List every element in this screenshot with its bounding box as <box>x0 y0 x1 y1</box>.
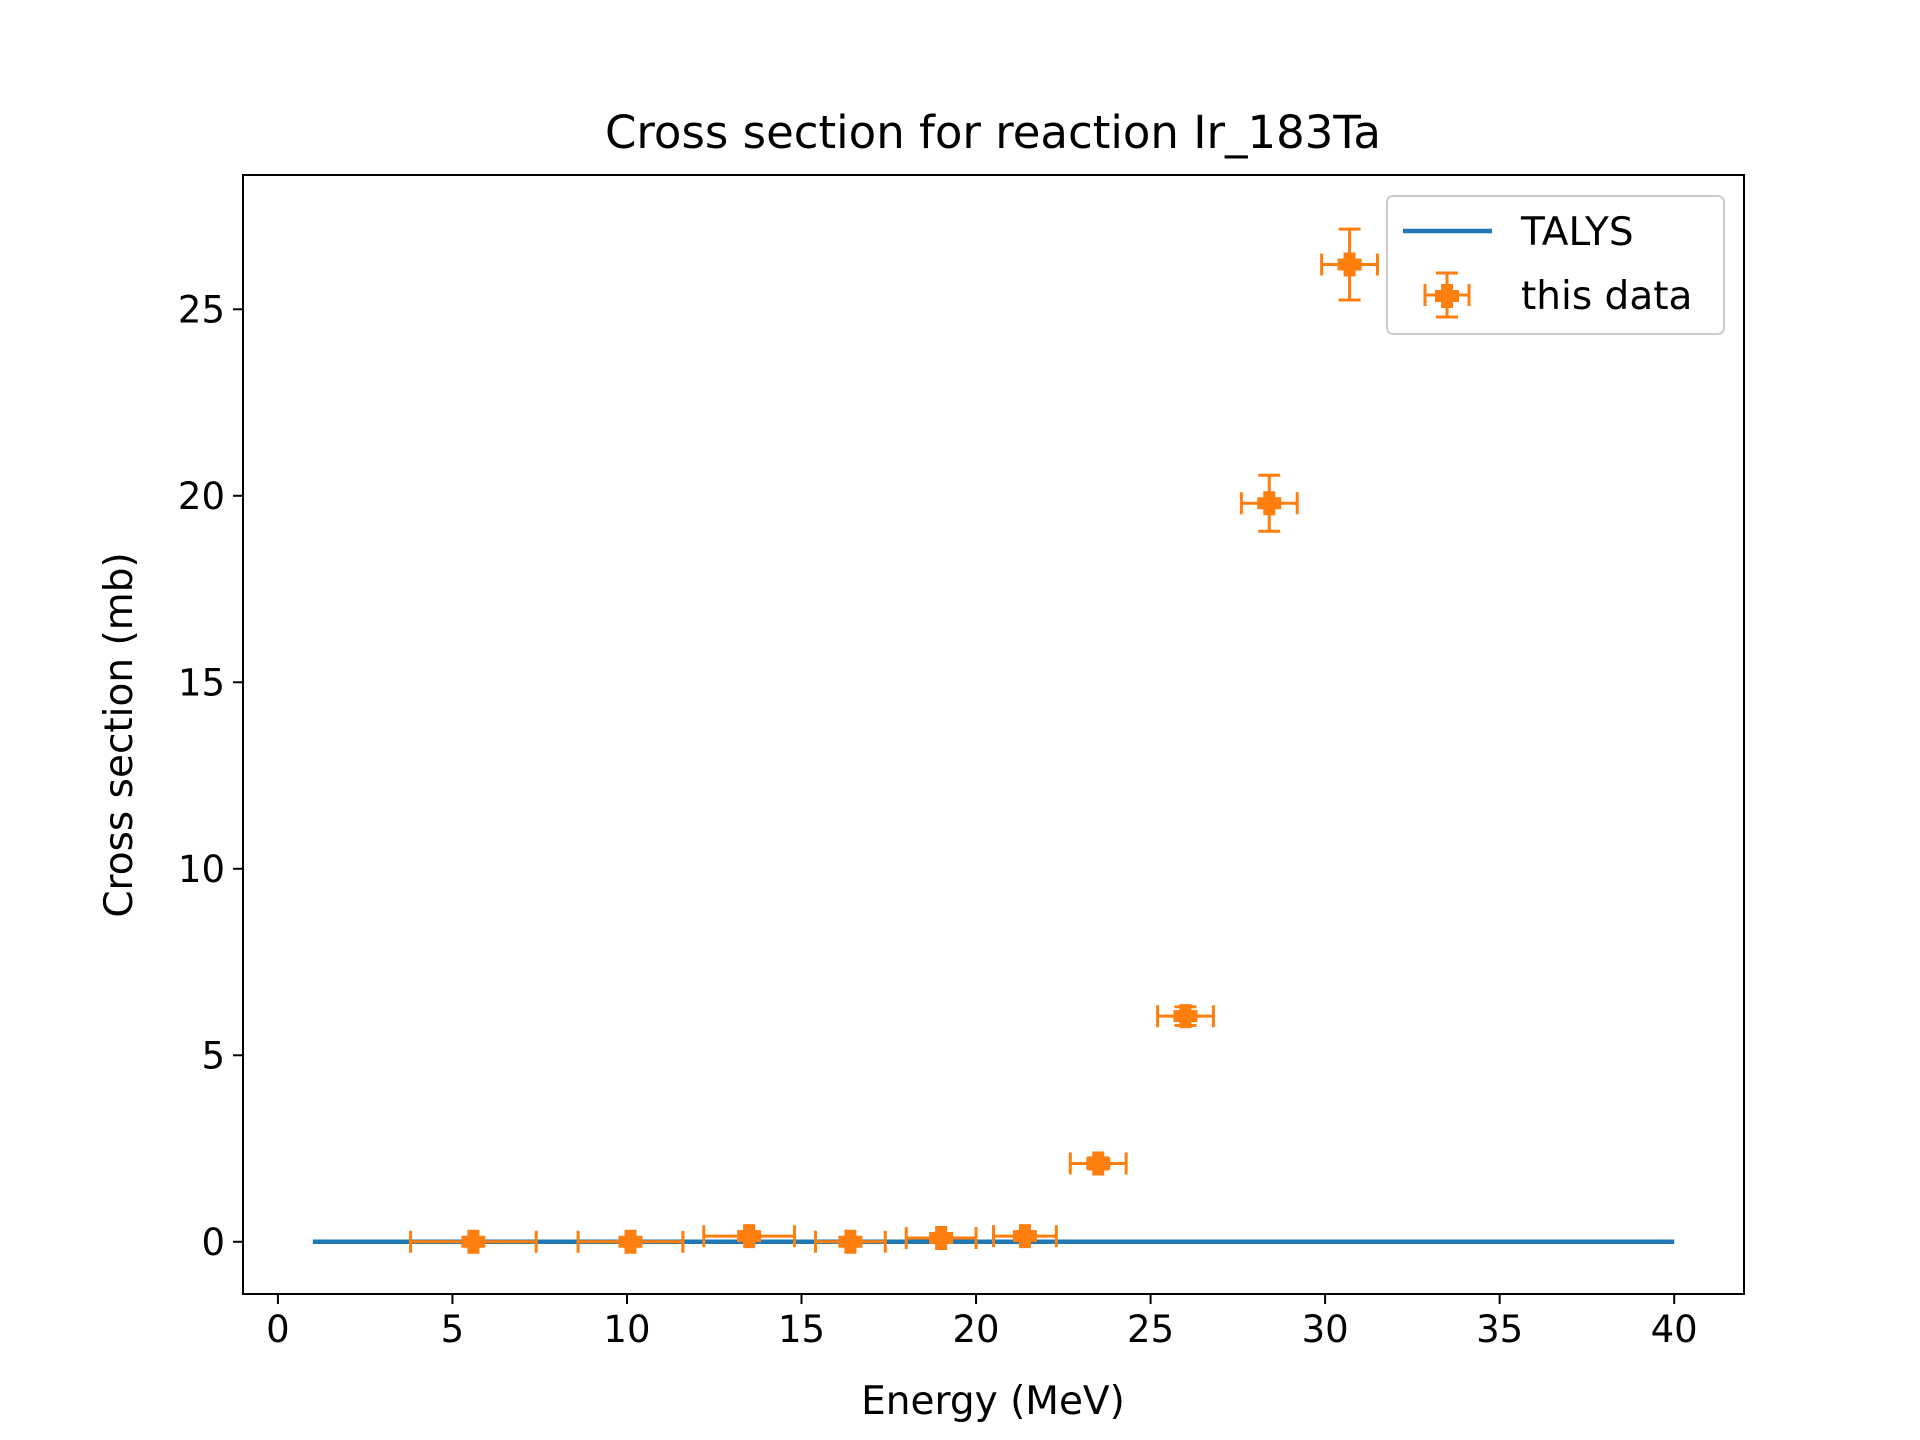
x-tick-label: 10 <box>603 1308 650 1351</box>
data-point <box>576 1229 685 1254</box>
y-axis-ticks: 0 5 10 15 20 25 <box>178 288 243 1264</box>
x-axis-ticks: 0 5 10 15 20 25 30 35 40 <box>266 1294 1698 1351</box>
data-point <box>409 1229 538 1254</box>
legend: TALYS this data <box>1386 195 1725 335</box>
y-tick-label: 0 <box>201 1221 225 1264</box>
y-tick-label: 15 <box>178 661 225 704</box>
data-point <box>1068 1151 1128 1176</box>
data-point <box>813 1229 887 1254</box>
y-tick-label: 5 <box>201 1034 225 1077</box>
x-tick-label: 20 <box>952 1308 999 1351</box>
legend-label-data: this data <box>1521 274 1692 319</box>
y-tick-label: 10 <box>178 848 225 891</box>
x-tick-label: 30 <box>1302 1308 1349 1351</box>
y-tick-label: 20 <box>178 475 225 518</box>
data-point <box>904 1226 978 1251</box>
legend-swatch-data <box>1423 271 1471 319</box>
chart-title: Cross section for reaction Ir_183Ta <box>605 106 1381 159</box>
x-tick-label: 25 <box>1127 1308 1174 1351</box>
plot-frame <box>242 174 1745 1295</box>
plot-area <box>312 227 1675 1254</box>
data-point <box>702 1224 797 1249</box>
x-tick-label: 0 <box>266 1308 290 1351</box>
x-axis-label: Energy (MeV) <box>861 1379 1125 1424</box>
x-tick-label: 15 <box>778 1308 825 1351</box>
legend-label-talys: TALYS <box>1520 210 1634 255</box>
y-axis-label: Cross section (mb) <box>97 552 142 917</box>
y-tick-label: 25 <box>178 288 225 331</box>
x-tick-label: 40 <box>1651 1308 1698 1351</box>
data-point <box>992 1224 1058 1249</box>
x-tick-label: 35 <box>1476 1308 1523 1351</box>
x-tick-label: 5 <box>441 1308 465 1351</box>
data-point <box>1156 1004 1215 1029</box>
data-point <box>1320 227 1379 302</box>
data-point <box>1239 473 1299 533</box>
